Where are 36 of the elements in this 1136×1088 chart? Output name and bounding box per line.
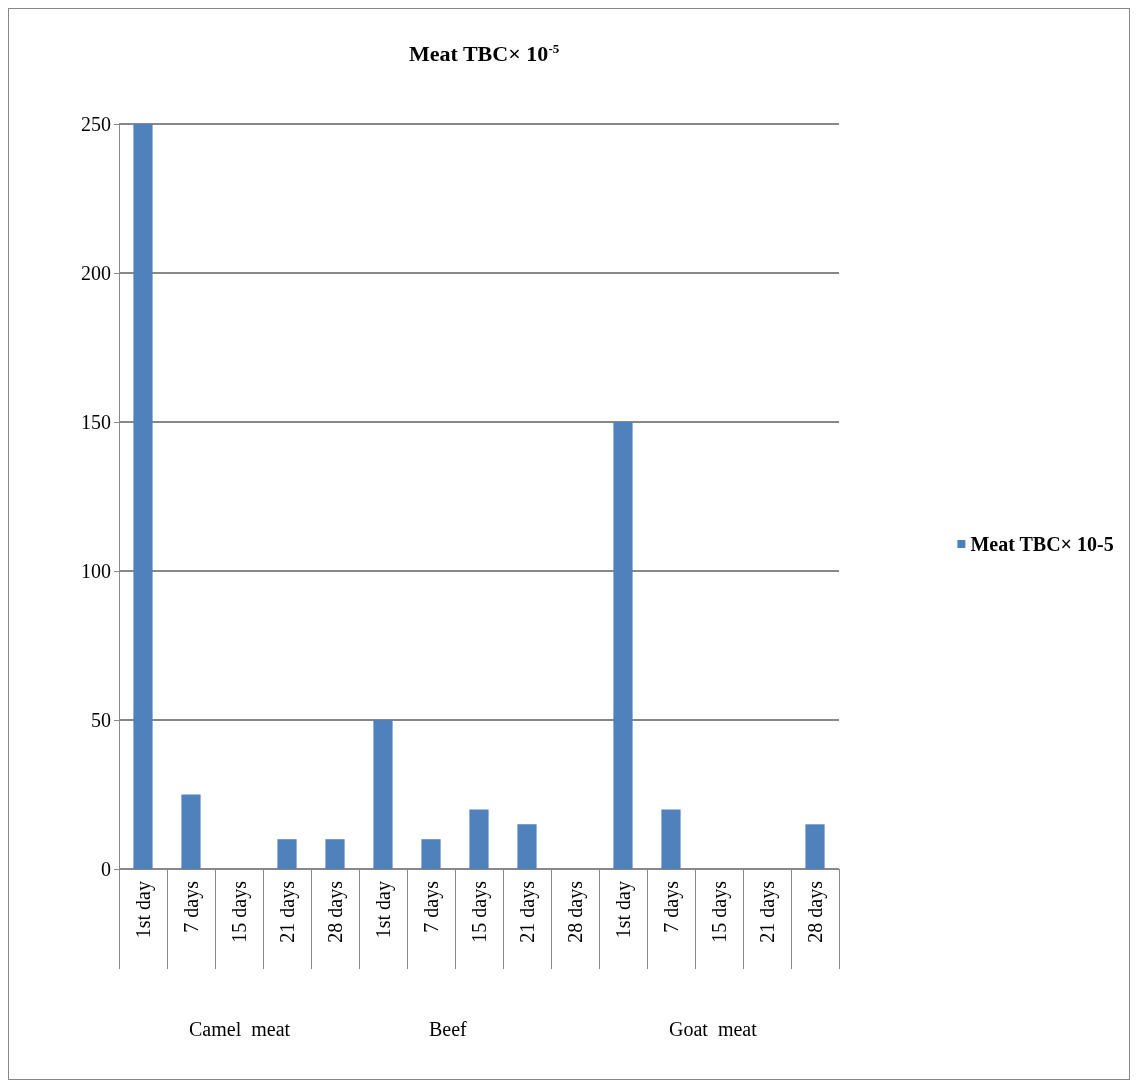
- x-tick-label: 15 days: [708, 880, 731, 943]
- bar: [325, 839, 345, 869]
- bar: [805, 824, 825, 869]
- bar: [373, 720, 393, 869]
- bar: [469, 809, 489, 869]
- x-tick-label: 21 days: [276, 880, 299, 943]
- legend-label: Meat TBC× 10-5: [970, 533, 1114, 555]
- y-tick-label: 150: [81, 411, 111, 433]
- x-tick-label: 28 days: [804, 880, 827, 943]
- text: Beef: [429, 1018, 468, 1040]
- x-tick-label: 28 days: [324, 880, 347, 943]
- y-tick-label: 200: [81, 262, 111, 284]
- y-tick-label: 50: [91, 709, 111, 731]
- x-tick-label: 1st day: [372, 881, 395, 939]
- y-tick-label: 250: [81, 113, 111, 135]
- x-tick-label: 7 days: [180, 880, 203, 933]
- x-tick-label: 21 days: [756, 880, 779, 943]
- bar: [421, 839, 441, 869]
- x-tick-label: 1st day: [612, 881, 635, 939]
- text: Camel meat: [189, 1018, 291, 1040]
- x-tick-label: 7 days: [420, 880, 443, 933]
- x-tick-label: 15 days: [228, 880, 251, 943]
- y-tick-label: 100: [81, 560, 111, 582]
- y-tick-label: 0: [101, 858, 111, 880]
- bar: [181, 794, 201, 869]
- text: Goat meat: [669, 1018, 758, 1040]
- x-tick-label: 7 days: [660, 880, 683, 933]
- bar: [517, 824, 537, 869]
- x-tick-label: 21 days: [516, 880, 539, 943]
- bar: [613, 422, 633, 869]
- x-tick-label: 28 days: [564, 880, 587, 943]
- bar: [661, 809, 681, 869]
- x-tick-label: 1st day: [132, 881, 155, 939]
- bar: [133, 124, 153, 869]
- x-tick-label: 15 days: [468, 880, 491, 943]
- bar: [277, 839, 297, 869]
